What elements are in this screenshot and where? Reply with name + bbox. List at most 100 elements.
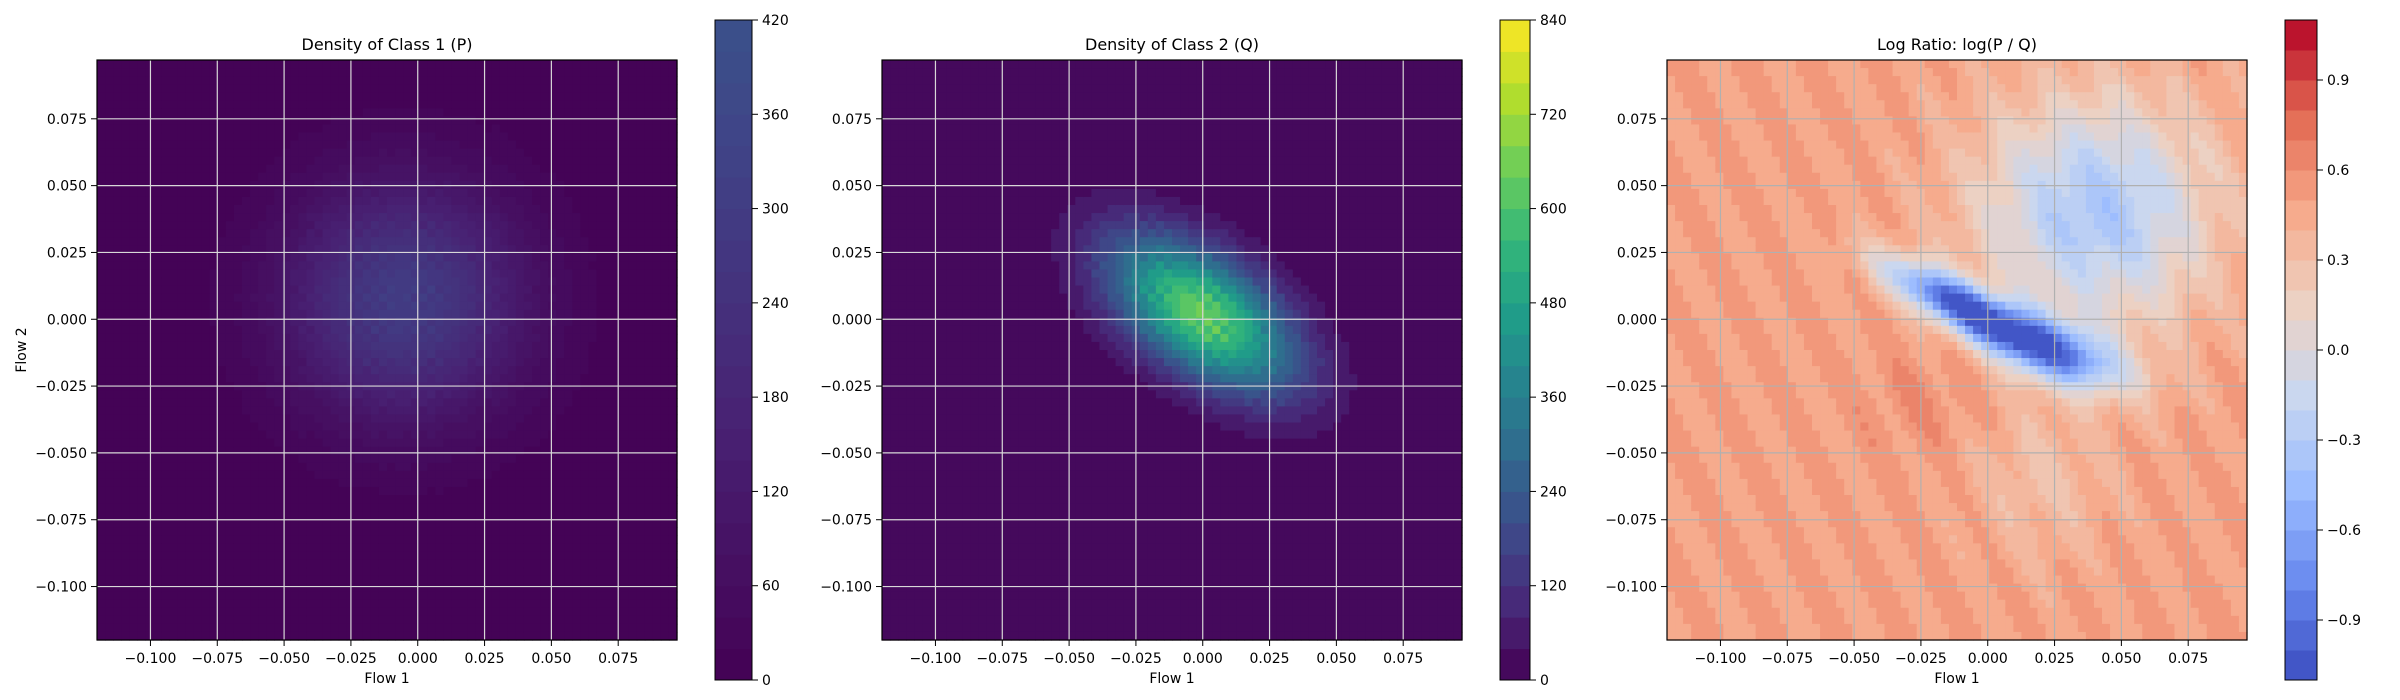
heatmap-cell [491, 245, 501, 254]
heatmap-cell [580, 317, 589, 327]
heatmap-cell [193, 511, 203, 520]
heatmap-cell [604, 92, 614, 101]
heatmap-cell [105, 503, 114, 512]
heatmap-cell [306, 462, 316, 472]
heatmap-cell [201, 575, 211, 585]
heatmap-cell [338, 108, 348, 117]
heatmap-cell [378, 519, 388, 528]
heatmap-cell [330, 406, 340, 416]
heatmap-cell [233, 599, 243, 609]
heatmap-cell [604, 140, 614, 150]
heatmap-cell [338, 414, 348, 424]
heatmap-cell [153, 430, 163, 440]
heatmap-cell [250, 535, 259, 544]
heatmap-cell [338, 172, 348, 182]
heatmap-cell [322, 438, 332, 448]
heatmap-cell [322, 551, 332, 561]
heatmap-cell [475, 599, 485, 609]
heatmap-cell [242, 575, 251, 585]
heatmap-cell [362, 60, 372, 69]
heatmap-cell [370, 221, 380, 230]
heatmap-cell [129, 374, 138, 383]
heatmap-cell [121, 583, 130, 593]
heatmap-cell [354, 430, 364, 440]
heatmap-cell [225, 567, 235, 577]
heatmap-cell [467, 148, 477, 158]
heatmap-cell [395, 543, 404, 552]
heatmap-cell [330, 374, 340, 383]
heatmap-cell [185, 245, 195, 254]
heatmap-cell [395, 317, 404, 327]
heatmap-cell [290, 446, 299, 456]
heatmap-cell [113, 253, 122, 262]
heatmap-cell [532, 503, 541, 512]
heatmap-cell [290, 527, 299, 536]
heatmap-cell [612, 100, 622, 109]
heatmap-cell [362, 92, 372, 101]
heatmap-cell [129, 511, 138, 520]
heatmap-cell [338, 575, 348, 585]
heatmap-cell [322, 430, 332, 440]
heatmap-cell [306, 519, 316, 528]
heatmap-cell [250, 140, 259, 150]
heatmap-cell [201, 285, 211, 295]
heatmap-cell [572, 92, 581, 101]
heatmap-cell [282, 495, 291, 504]
heatmap-cell [612, 414, 622, 424]
heatmap-cell [274, 599, 283, 609]
heatmap-cell [620, 390, 630, 399]
heatmap-cell [362, 68, 372, 77]
heatmap-cell [250, 253, 259, 262]
heatmap-cell [330, 495, 340, 504]
heatmap-cell [532, 559, 541, 569]
heatmap-cell [483, 527, 493, 536]
heatmap-cell [467, 293, 477, 303]
heatmap-cell [419, 470, 428, 480]
heatmap-cell [233, 519, 243, 528]
heatmap-cell [354, 132, 364, 142]
heatmap-cell [378, 623, 388, 633]
heatmap-cell [193, 478, 203, 488]
heatmap-cell [636, 164, 646, 174]
heatmap-cell [459, 148, 469, 158]
heatmap-cell [217, 591, 227, 601]
heatmap-cell [596, 631, 606, 641]
heatmap-cell [475, 591, 485, 601]
heatmap-cell [330, 213, 340, 222]
heatmap-cell [451, 164, 461, 174]
heatmap-cell [217, 631, 227, 641]
heatmap-cell [548, 92, 557, 101]
heatmap-cell [314, 591, 324, 601]
heatmap-cell [201, 237, 211, 246]
heatmap-cell [636, 213, 646, 222]
heatmap-cell [129, 277, 138, 287]
heatmap-cell [169, 430, 179, 440]
heatmap-cell [314, 261, 324, 271]
heatmap-cell [475, 132, 485, 142]
heatmap-cell [354, 325, 364, 335]
heatmap-cell [314, 148, 324, 158]
heatmap-cell [169, 535, 179, 544]
heatmap-cell [580, 68, 589, 77]
heatmap-cell [274, 60, 283, 69]
heatmap-cell [540, 535, 549, 544]
heatmap-cell [475, 221, 485, 230]
heatmap-cell [242, 277, 251, 287]
heatmap-cell [201, 607, 211, 617]
heatmap-cell [548, 366, 557, 375]
heatmap-cell [258, 543, 267, 552]
heatmap-cell [97, 325, 106, 335]
heatmap-cell [612, 366, 622, 375]
heatmap-cell [628, 607, 638, 617]
heatmap-cell [451, 140, 461, 150]
heatmap-cell [378, 454, 388, 464]
heatmap-cell [620, 454, 630, 464]
heatmap-cell [572, 301, 581, 311]
heatmap-cell [499, 511, 509, 520]
heatmap-cell [378, 317, 388, 327]
heatmap-cell [620, 309, 630, 319]
heatmap-cell [282, 76, 291, 85]
heatmap-cell [387, 76, 396, 85]
heatmap-cell [451, 390, 461, 399]
heatmap-cell [298, 575, 308, 585]
